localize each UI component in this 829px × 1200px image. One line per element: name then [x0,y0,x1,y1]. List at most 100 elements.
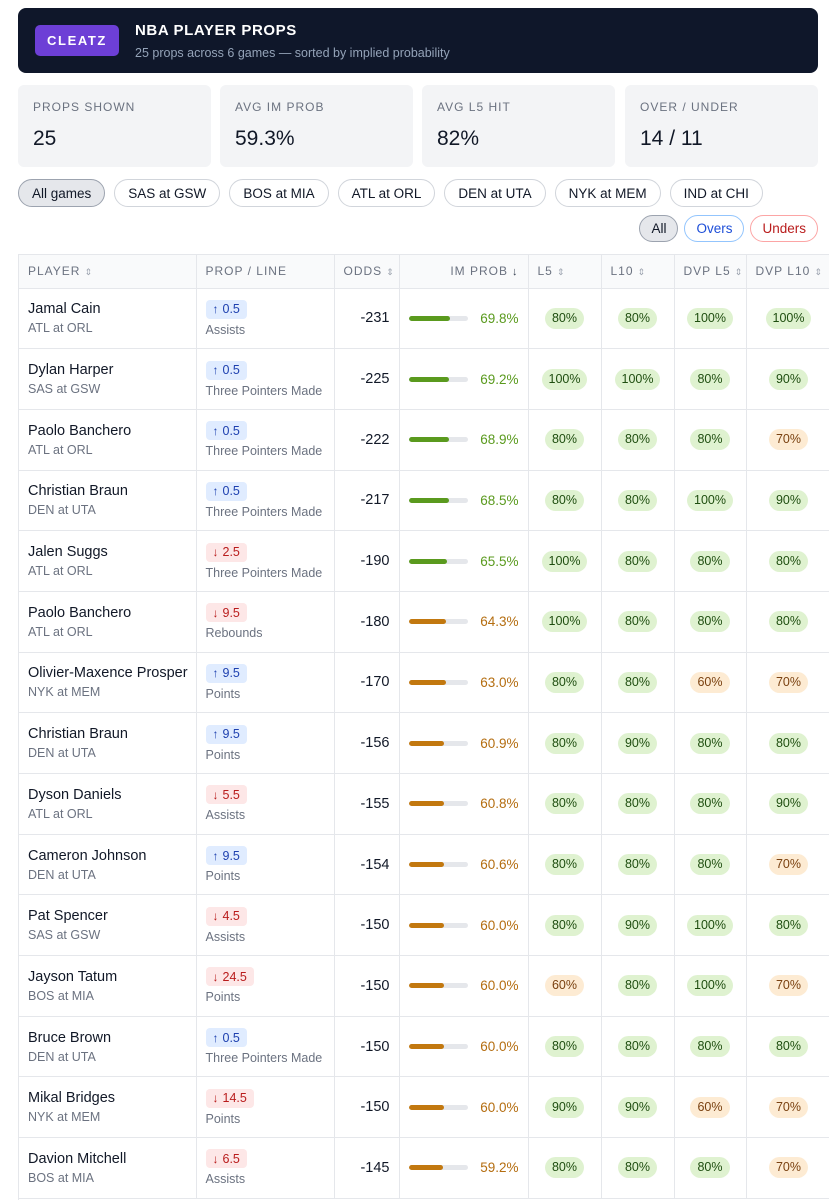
odds-cell: -154 [334,834,400,896]
player-name[interactable]: Cameron Johnson [28,847,147,864]
col-header-dvp-l10[interactable]: DVP L10 ⇕ [746,255,829,289]
stat-card-avg-im-prob: AVG IM PROB 59.3% [220,85,413,167]
l5-cell: 80% [528,409,602,471]
stat-value: 25 [33,127,57,150]
player-name[interactable]: Jalen Suggs [28,544,108,561]
im-prob-cell: 65.5% [399,530,529,592]
game-filter-den-uta[interactable]: DEN at UTA [444,179,546,207]
side-filter-overs[interactable]: Overs [684,215,745,242]
col-header-player[interactable]: PLAYER ⇕ [19,255,197,289]
table-row[interactable]: Dylan Harper SAS at GSW ↑ 0.5 Three Pointers… [19,348,829,410]
game-filter-ind-chi[interactable]: IND at CHI [669,179,763,207]
col-header-label: PROP / LINE [205,264,287,279]
prop-stat-type: Three Pointers Made [205,565,323,580]
l10-pill: 90% [617,1096,658,1118]
sort-arrows-icon: ⇕ [84,267,94,278]
game-filter-all[interactable]: All games [18,179,106,207]
game-filter-bos-mia[interactable]: BOS at MIA [229,179,329,207]
player-name[interactable]: Olivier-Maxence Prosper [28,665,188,682]
game-filter-atl-orl[interactable]: ATL at ORL [337,179,436,207]
im-prob-cell: 69.8% [399,288,529,350]
odds-cell: -231 [334,288,400,350]
l10-cell: 80% [601,652,675,714]
side-filter-bar: All Overs Unders [639,215,818,242]
col-header-dvp-l5[interactable]: DVP L5 ⇕ [674,255,747,289]
l5-pill: 100% [541,550,588,572]
dvp-l5-cell: 80% [674,530,747,592]
l5-pill: 80% [544,854,585,876]
l10-pill: 80% [617,550,658,572]
odds-cell: -180 [334,591,400,653]
col-header-im-prob[interactable]: IM PROB ↓ [399,255,529,289]
arrow-up-icon: ↑ [212,484,219,499]
table-row[interactable]: Cameron Johnson DEN at UTA ↑ 9.5 Points -154 6… [19,834,829,896]
player-name[interactable]: Paolo Banchero [28,422,132,439]
dvp-l5-pill: 100% [687,489,733,511]
l10-pill: 80% [617,611,658,633]
l10-cell: 80% [601,1016,675,1078]
game-filter-nyk-mem[interactable]: NYK at MEM [554,179,661,207]
odds-cell: -155 [334,773,400,835]
table-row[interactable]: Bruce Brown DEN at UTA ↑ 0.5 Three Pointers … [19,1016,829,1078]
prop-stat-type: Three Pointers Made [205,383,323,398]
player-name[interactable]: Pat Spencer [28,908,108,925]
player-game: SAS at GSW [28,928,101,943]
table-row[interactable]: Mikal Bridges NYK at MEM ↓ 14.5 Points -150 60… [19,1076,829,1139]
prop-stat-type: Assists [205,322,246,337]
side-filter-unders[interactable]: Unders [750,215,818,242]
dvp-l10-cell: 70% [746,409,829,471]
im-prob-cell: 60.6% [399,834,529,896]
sort-arrows-icon: ⇕ [556,267,566,278]
col-header-l10[interactable]: L10 ⇕ [601,255,675,289]
im-prob-cell: 60.9% [399,712,529,774]
player-name[interactable]: Bruce Brown [28,1029,112,1046]
dvp-l5-cell: 80% [674,591,747,653]
prop-line-value: 4.5 [222,909,240,924]
player-name[interactable]: Dyson Daniels [28,786,122,803]
brand-logo[interactable]: CLEATZ [35,25,119,56]
table-row[interactable]: Davion Mitchell BOS at MIA ↓ 6.5 Assists -145… [19,1137,829,1199]
dvp-l10-pill: 80% [768,914,809,936]
player-cell: Mikal Bridges NYK at MEM [19,1076,197,1139]
player-name[interactable]: Mikal Bridges [28,1090,116,1107]
stat-label: AVG IM PROB [235,100,325,114]
prob-bar [408,862,468,868]
game-filter-sas-gsw[interactable]: SAS at GSW [114,179,221,207]
prob-bar-fill [408,922,444,928]
table-row[interactable]: Jayson Tatum BOS at MIA ↓ 24.5 Points -150 60.… [19,955,829,1017]
table-row[interactable]: Jalen Suggs ATL at ORL ↓ 2.5 Three Pointers … [19,530,829,592]
player-name[interactable]: Dylan Harper [28,362,114,379]
table-row[interactable]: Paolo Banchero ATL at ORL ↑ 0.5 Three Pointe… [19,409,829,471]
col-header-prop[interactable]: PROP / LINE [196,255,335,289]
dvp-l5-cell: 80% [674,834,747,896]
l5-cell: 80% [528,1016,602,1078]
col-header-odds[interactable]: ODDS ⇕ [334,255,400,289]
table-row[interactable]: Dyson Daniels ATL at ORL ↓ 5.5 Assists -155 60… [19,773,829,835]
prob-bar-fill [408,862,445,868]
dvp-l5-cell: 80% [674,348,747,410]
table-row[interactable]: Christian Braun DEN at UTA ↑ 0.5 Three Point… [19,470,829,532]
player-name[interactable]: Paolo Banchero [28,604,132,621]
table-row[interactable]: Christian Braun DEN at UTA ↑ 9.5 Points -156 6… [19,712,829,774]
im-prob-cell: 59.2% [399,1137,529,1199]
table-row[interactable]: Jamal Cain ATL at ORL ↑ 0.5 Assists -231 69.8%… [19,288,829,350]
table-row[interactable]: Pat Spencer SAS at GSW ↓ 4.5 Assists -150 60.0… [19,894,829,957]
dvp-l5-cell: 60% [674,652,747,714]
player-game: ATL at ORL [28,442,93,457]
prob-value: 68.9% [480,432,519,448]
odds-cell: -150 [334,1016,400,1078]
odds-cell: -145 [334,1137,400,1199]
player-name[interactable]: Davion Mitchell [28,1150,127,1167]
prob-bar [408,437,468,443]
col-header-l5[interactable]: L5 ⇕ [528,255,602,289]
player-name[interactable]: Christian Braun [28,726,128,743]
side-filter-all[interactable]: All [639,215,679,242]
player-name[interactable]: Jamal Cain [28,301,101,318]
player-name[interactable]: Jayson Tatum [28,968,118,985]
table-row[interactable]: Olivier-Maxence Prosper NYK at MEM ↑ 9.5 Poi… [19,652,829,714]
l5-pill: 100% [541,368,588,390]
table-row[interactable]: Paolo Banchero ATL at ORL ↓ 9.5 Rebounds -180… [19,591,829,653]
l10-cell: 80% [601,834,675,896]
player-name[interactable]: Christian Braun [28,483,128,500]
l10-cell: 90% [601,894,675,957]
